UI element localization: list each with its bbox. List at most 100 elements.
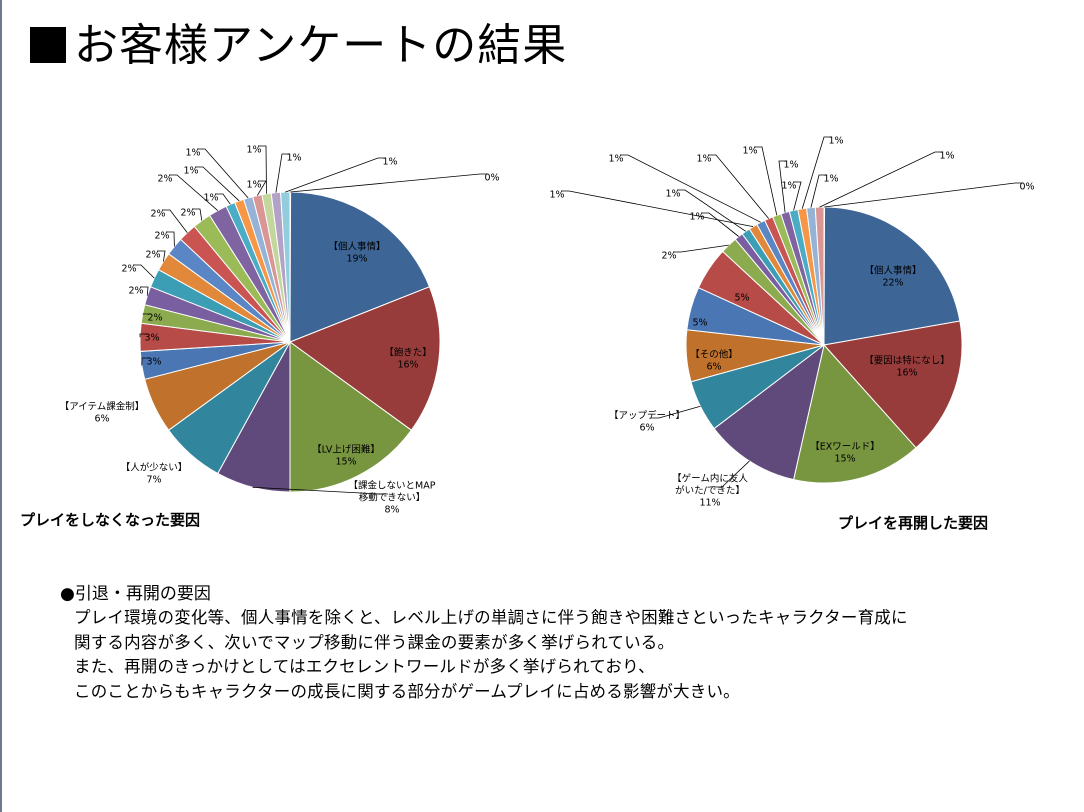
pie-2-pct-13: 1%: [608, 154, 623, 165]
pie-1-slice-3: [289, 341, 413, 493]
pie-2-label-6: 【その他】: [690, 349, 738, 361]
pie-2-leader-10: [701, 212, 739, 237]
pie-2-leader-12: [561, 190, 754, 227]
pie-1-pct-10: 2%: [128, 286, 143, 297]
pie-charts: 【個人事情】19%【飽きた】16%【LV上げ困難】15%【課金しないとMAP移動…: [60, 136, 1035, 516]
pie-2-leader-19: [810, 174, 827, 208]
slide-left-edge: [0, 0, 2, 812]
pie-1-leader-7: [141, 357, 150, 366]
pie-2-leader-21: [824, 182, 1023, 208]
pie-1-label-5: 【人が少ない】: [121, 462, 188, 474]
pie-2-pct-5: 6%: [639, 423, 654, 434]
pie-1-label-4: 【課金しないとMAP: [349, 480, 436, 492]
pie-2-pct-3: 15%: [834, 454, 855, 465]
pie-1-pct-13: 2%: [154, 231, 169, 242]
pie-1-leader-23: [285, 157, 386, 193]
pie-1-leader-16: [169, 174, 218, 211]
pie-1-pct-3: 15%: [335, 457, 356, 468]
pie-1-pct-11: 2%: [121, 264, 136, 275]
pie-1-pct-17: 1%: [203, 193, 218, 204]
notes-line-3: また、再開のきっかけとしてはエクセレントワールドが多く挙げられており、: [74, 657, 655, 676]
pie-2-pct-16: 1%: [783, 160, 798, 171]
pie-1-leader-19: [197, 148, 249, 199]
pie-1-pct-23: 1%: [382, 157, 397, 168]
pie-2-slice-2: [823, 320, 963, 449]
pie-1-leader-18: [195, 166, 240, 202]
pie-1-pct-21: 1%: [246, 145, 261, 156]
pie-2-label-1: 【個人事情】: [864, 265, 921, 277]
pie-1-label-4: 移動できない】: [359, 492, 426, 504]
notes-heading-text: 引退・再開の要因: [74, 584, 211, 604]
pie-1-leader-15: [192, 208, 203, 221]
pie-1-leader-4: [252, 486, 388, 495]
pie-1-leader-21: [258, 145, 267, 194]
pie-1-pct-8: 3%: [144, 333, 159, 344]
pie-1-pct-12: 2%: [145, 250, 160, 261]
right-chart-caption: プレイを再開した要因: [838, 514, 989, 532]
pie-1-pct-2: 16%: [397, 360, 418, 371]
slide-title-text: お客様アンケートの結果: [74, 20, 568, 71]
pie-1-label-2: 【飽きた】: [384, 347, 432, 359]
pie-2-pct-12: 1%: [549, 190, 564, 201]
pie-chart-1: 【個人事情】19% 【飽きた】16% 【LV上げ困難】15% 【課金しないとMAP移動…: [60, 145, 500, 516]
pie-2-pct-18: 1%: [828, 136, 843, 147]
pie-2-pct-8: 5%: [734, 293, 749, 304]
pie-2-leader-18: [801, 136, 832, 209]
pie-2-leader-16: [778, 160, 787, 213]
pie-2-leader-17: [793, 181, 802, 211]
pie-1-label-1: 【個人事情】: [328, 241, 385, 253]
pie-1-pct-6: 6%: [94, 414, 109, 425]
pie-2-label-4: 【ゲーム内に友人: [672, 473, 748, 485]
pie-2-label-3: 【EXワールド】: [810, 442, 880, 453]
pie-2-pct-15: 1%: [742, 146, 757, 157]
pie-2-pct-2: 16%: [896, 368, 917, 379]
pie-1-pct-19: 1%: [185, 148, 200, 159]
pie-2-pct-7: 5%: [692, 318, 707, 329]
pie-1-leader-13: [166, 231, 175, 247]
pie-1-slice-2: [288, 286, 441, 431]
left-chart-caption: プレイをしなくなった要因: [20, 511, 201, 529]
pie-1-pct-20: 1%: [246, 180, 261, 191]
pie-2-pct-10: 1%: [689, 212, 704, 223]
pie-1-pct-9: 2%: [147, 313, 162, 324]
pie-2-label-5: 【アップデート】: [609, 410, 685, 422]
pie-1-leader-12: [157, 250, 166, 262]
pie-1-label-6: 【アイテム課金制】: [60, 401, 145, 413]
pie-1-leader-11: [133, 264, 155, 279]
notes-line-4: このことからもキャラクターの成長に関する部分がゲームプレイに占める影響が大きい。: [74, 681, 740, 701]
pie-1-leader-24: [290, 173, 488, 193]
pie-2-pct-14: 1%: [696, 154, 711, 165]
notes-line-1: プレイ環境の変化等、個人事情を除くと、レベル上げの単調さに伴う飽きや困難さといっ…: [74, 608, 908, 627]
pie-2-leader-5: [651, 405, 701, 419]
pie-2-slice-3: [793, 343, 917, 484]
slide-title: お客様アンケートの結果: [30, 14, 567, 78]
notes-line-2: 関する内容が多く、次いでマップ移動に伴う課金の要素が多く挙げられている。: [74, 632, 675, 652]
pie-2-pct-6: 6%: [706, 362, 721, 373]
pie-2-label-4: がいた/できた】: [675, 485, 745, 497]
pie-2-label-2: 【要因は特になし】: [864, 355, 950, 367]
pie-2-leader-20: [819, 151, 943, 208]
pie-1-leader-17: [215, 193, 231, 205]
pie-chart-2: 【個人事情】22% 【要因は特になし】16% 【EXワールド】15% 【ゲーム内に友人…: [549, 136, 1034, 509]
pie-1-pct-4: 8%: [384, 505, 399, 516]
pie-2-leader-14: [708, 154, 770, 219]
pie-1-pct-18: 1%: [183, 166, 198, 177]
pie-2-pct-9: 2%: [661, 251, 676, 262]
pie-1-leader-22: [275, 153, 290, 193]
pie-2-pct-4: 11%: [699, 498, 720, 509]
pie-2-leader-15: [754, 146, 778, 216]
pie-2-pct-1: 22%: [882, 278, 903, 289]
pie-2-pct-11: 1%: [665, 189, 680, 200]
pie-1-pct-24: 0%: [484, 173, 499, 184]
pie-2-slice-21: [823, 206, 826, 346]
pie-1-pct-22: 1%: [286, 153, 301, 164]
pie-2-pct-17: 1%: [781, 181, 796, 192]
pie-1-pct-15: 2%: [180, 208, 195, 219]
pie-2-leader-13: [620, 154, 761, 223]
pie-1-label-3: 【LV上げ困難】: [312, 444, 380, 456]
pie-1-pct-5: 7%: [146, 475, 161, 486]
pie-1-leader-10: [140, 286, 149, 296]
pie-1-pct-7: 3%: [146, 357, 161, 368]
pie-1-pct-1: 19%: [346, 254, 367, 265]
pie-2-slice-1: [823, 206, 961, 346]
